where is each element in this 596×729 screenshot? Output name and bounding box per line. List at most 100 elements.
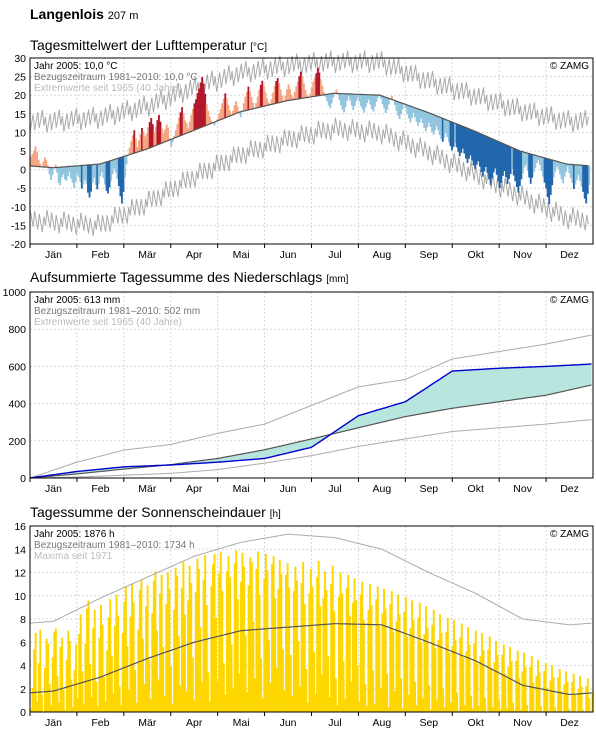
sun-day-bar [501,655,504,712]
sun-normal-line [29,623,592,696]
sun-day-bar [470,695,473,712]
temp-day-bar [111,160,114,175]
precip-legend-entry: Extremwerte seit 1965 (40 Jahre) [34,317,182,328]
sun-day-bar [554,707,557,712]
temp-day-bar [434,114,436,131]
precip-month-label: Dez [560,483,579,495]
temp-day-bar [355,94,358,102]
temp-day-bar [503,143,506,172]
temp-day-bar [483,135,486,172]
temp-day-bar [574,164,577,185]
temp-day-bar [546,158,549,198]
sun-day-bar [484,698,487,712]
sun-day-bar [96,706,99,712]
sun-month-label: Jul [328,717,341,729]
sun-day-bar [418,602,421,712]
sun-day-bar [353,578,356,712]
temp-day-bar [478,132,481,167]
sun-day-bar [543,671,546,712]
sun-copyright: © ZAMG [550,529,589,540]
sun-day-bar [264,553,267,712]
sun-day-bar [370,605,373,712]
sun-day-bar [328,696,331,712]
sun-day-bar [204,555,207,712]
temp-day-bar [565,163,568,172]
sun-day-bar [291,695,294,712]
temp-day-bar [258,89,261,108]
temp-day-bar [191,108,194,132]
temp-day-bar [309,93,312,98]
sun-day-bar [378,625,381,712]
temp-day-bar [113,159,116,169]
sun-day-bar [288,587,291,712]
sun-day-bar [162,646,165,712]
temp-day-bar [366,94,369,104]
temp-day-bar [421,110,424,124]
temp-day-bar [196,92,199,130]
temp-day-bar [360,94,362,107]
sun-day-bar [48,684,51,712]
temp-day-bar [404,104,407,109]
temp-chart-title: Tagesmittelwert der Lufttemperatur [°C] [30,37,267,53]
sun-day-bar [412,620,415,712]
sun-day-bar [124,586,127,712]
temp-day-bar [566,164,569,167]
precip-month-label: Jul [328,483,341,495]
temp-ytick-label: -20 [11,239,26,251]
temp-month-label: Dez [560,249,579,261]
temp-day-bar [147,127,150,149]
sun-day-bar [350,681,353,712]
sun-day-bar [358,701,361,712]
sun-day-bar [132,602,135,712]
sun-day-bar [171,703,174,712]
temp-day-bar [560,162,563,180]
sun-day-bar [260,658,263,712]
temp-day-bar [261,80,264,107]
temp-day-bar [554,160,557,172]
sun-day-bar [76,698,79,712]
precip-month-label: Jän [45,483,62,495]
sun-day-bar [253,678,256,712]
sun-day-bar [70,679,73,712]
sun-day-bar [269,682,272,712]
temp-day-bar [426,111,429,128]
temp-day-bar [514,148,517,182]
temp-day-bar [235,101,237,114]
temp-ytick-label: 20 [14,90,26,102]
sun-day-bar [180,587,183,712]
temp-day-bar [471,129,473,161]
sun-day-bar [568,708,571,712]
temp-day-bar [327,94,330,106]
precip-copyright: © ZAMG [550,295,589,306]
temp-day-bar [34,146,37,167]
temp-day-bar [486,136,489,173]
sun-day-bar [294,566,297,712]
temp-day-bar [398,101,401,120]
sun-day-bar [229,577,232,712]
sun-day-bar [73,670,76,712]
temp-day-bar [563,163,566,177]
temp-day-bar [278,82,281,103]
sun-day-bar [183,614,186,712]
temp-day-bar [102,163,105,179]
sun-day-bar [219,551,222,712]
sun-day-bar [454,639,457,712]
temp-day-bar [468,128,470,159]
sun-day-bar [87,600,90,712]
temp-day-bar [543,157,546,183]
sun-day-bar [238,673,241,712]
sun-day-bar [392,631,395,712]
temp-day-bar [429,113,432,127]
temp-day-bar [518,150,521,186]
sun-day-bar [348,615,351,712]
temp-day-bar [307,97,310,99]
sun-day-bar [68,641,71,712]
temp-day-bar [244,96,247,111]
temp-day-bar [48,167,51,175]
temp-copyright: © ZAMG [550,61,589,72]
sun-day-bar [47,643,50,712]
temp-day-bar [171,139,174,143]
sun-day-bar [201,681,204,712]
temp-legend-entry: Jahr 2005: 10,0 °C [34,61,118,72]
sun-day-bar [176,575,179,712]
